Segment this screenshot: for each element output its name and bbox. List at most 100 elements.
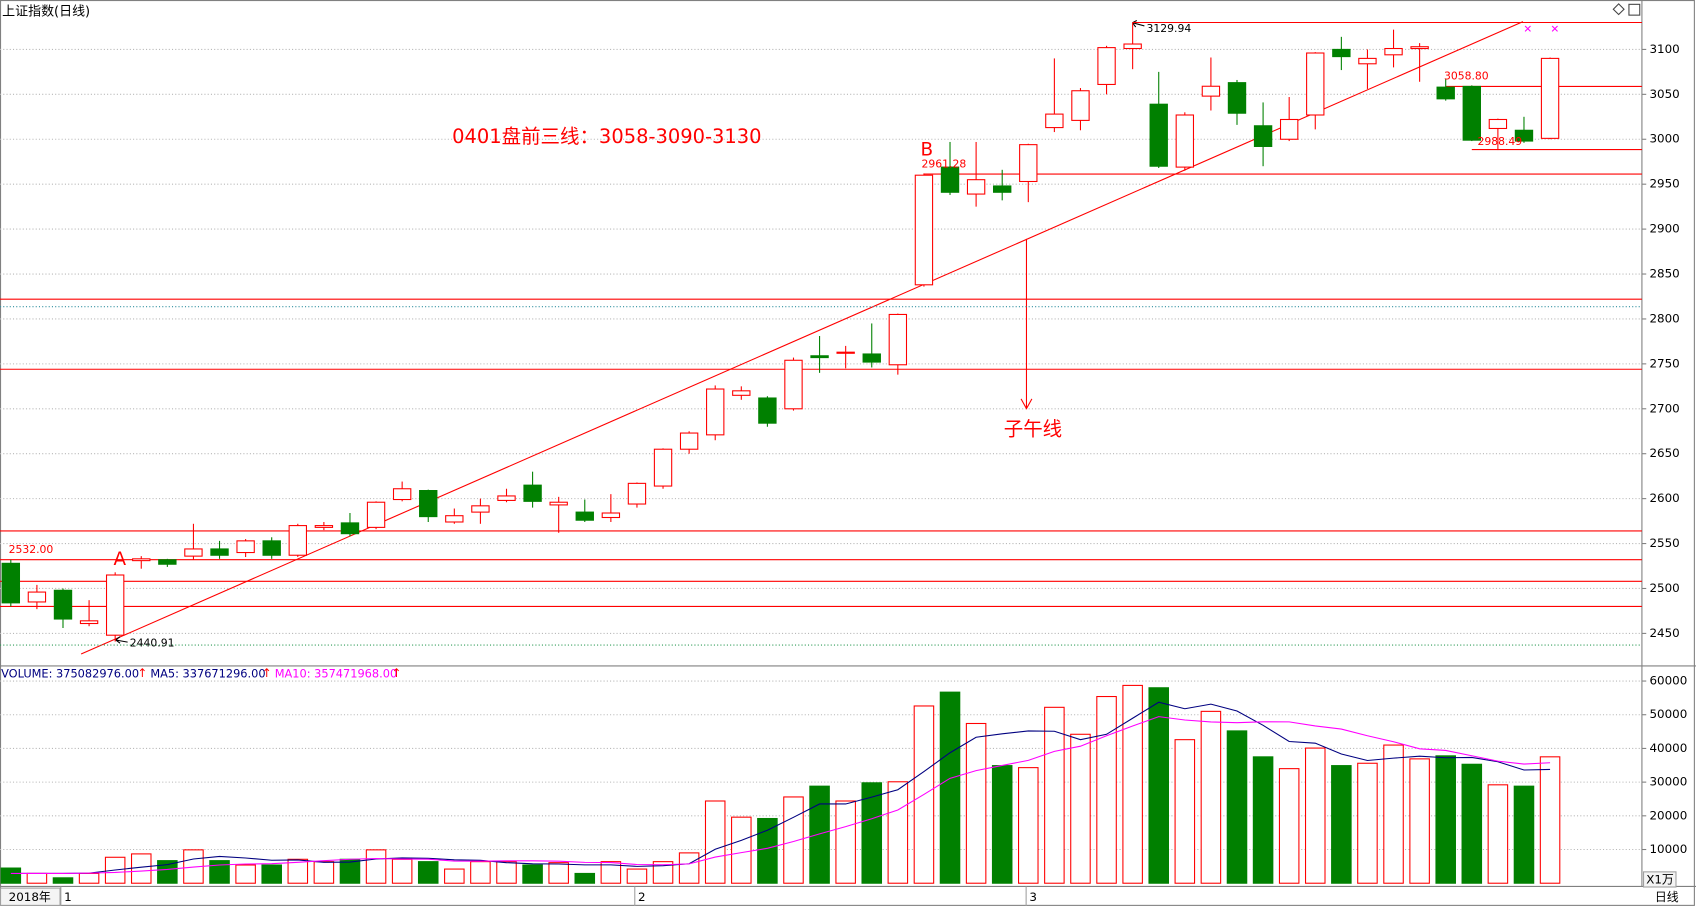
candle-body (79, 620, 99, 625)
candle-body (262, 540, 281, 556)
volume-bar (1461, 763, 1483, 884)
volume-bar (78, 872, 100, 884)
price-label: 3058.80 (1444, 70, 1489, 83)
y-tick-label: 2700 (1649, 401, 1679, 415)
y-tick-label: 50000 (1649, 707, 1687, 721)
volume-bar (1122, 684, 1143, 884)
y-tick-label: 40000 (1649, 741, 1687, 755)
candle-body (836, 351, 855, 354)
candle-body (419, 490, 438, 518)
candle-body (940, 166, 960, 193)
volume-bar (574, 872, 596, 884)
up-arrow: ↑ (137, 666, 147, 680)
text-layer: 上证指数(日线) 0401盘前三线：3058-3090-3130 A B 子午线… (0, 3, 1687, 906)
volume-bar (965, 722, 987, 884)
low-pointer (115, 636, 128, 644)
volume-bar (652, 861, 674, 884)
volume-bar (1539, 756, 1561, 884)
y-tick-label: 10000 (1649, 842, 1687, 856)
panel-icon[interactable] (1628, 3, 1641, 16)
candle-body (784, 359, 803, 410)
price-label: 2532.00 (9, 543, 54, 556)
candle-body (732, 390, 751, 396)
volume-bar (444, 868, 465, 884)
candle-body (1123, 43, 1142, 50)
volume-bar (209, 860, 230, 884)
y-tick-label: 2950 (1649, 177, 1679, 191)
candle-body (1332, 48, 1351, 58)
up-arrow: ↑ (392, 666, 402, 680)
candle-body (993, 185, 1012, 193)
candle-body (627, 482, 647, 505)
up-arrow: ↑ (262, 666, 272, 680)
annotation: A (114, 549, 127, 570)
x-tick-label: 3 (1029, 890, 1037, 904)
price-label: 2440.91 (130, 637, 175, 650)
candle-body (471, 505, 490, 513)
chart-title: 上证指数(日线) (2, 4, 90, 19)
volume-bar (809, 785, 830, 884)
candle-body (1175, 114, 1195, 168)
candle-body (1514, 129, 1534, 142)
volume-bar (0, 867, 22, 884)
candle-body (1384, 47, 1403, 56)
candle-body (1306, 52, 1325, 116)
volume-bar (261, 864, 282, 884)
candle-body (1462, 85, 1481, 141)
candle-body (392, 488, 412, 501)
y-tick-label: 20000 (1649, 808, 1687, 822)
candle-body (288, 525, 307, 556)
y-tick-label: 2450 (1649, 626, 1679, 640)
candle-body (497, 495, 516, 501)
x-tick-label: 1 (64, 890, 72, 904)
candle-body (1358, 57, 1377, 65)
volume-bar (1174, 739, 1196, 884)
volume-bar (887, 781, 909, 884)
candle-body (340, 522, 360, 535)
candle-body (601, 512, 621, 519)
volume-bar (470, 861, 491, 884)
y-tick-label: 3100 (1649, 42, 1679, 56)
diamond-icon[interactable] (1612, 3, 1625, 16)
y-tick-label: 2800 (1649, 311, 1679, 325)
candle-body (105, 574, 125, 636)
candle-body (1227, 82, 1247, 114)
y-tick-label: 2850 (1649, 267, 1679, 281)
volume-bar (1513, 785, 1535, 884)
unit-box (1643, 871, 1677, 888)
unit-label: X1万 (1646, 872, 1674, 886)
annotation: 子午线 (1004, 418, 1062, 441)
volume-bar (391, 858, 413, 884)
candle-body (549, 501, 568, 506)
volume-bar (1070, 733, 1091, 884)
volume-bar (1487, 784, 1509, 884)
volume-bar (991, 765, 1013, 884)
price-label: 2961.28 (922, 157, 967, 170)
candle-body (236, 540, 255, 554)
volume-bar (731, 816, 752, 884)
candle-body (706, 388, 725, 436)
candle-body (1540, 57, 1560, 139)
volume-bar (52, 877, 74, 884)
volume-bar (1357, 762, 1378, 884)
candle-body (53, 589, 73, 620)
volume-bar (861, 782, 883, 884)
volume-bar (757, 817, 778, 884)
ma-line (10, 716, 1551, 874)
candle-body (1436, 86, 1455, 100)
volume-bar (600, 861, 622, 884)
x-tick-label: 2 (638, 890, 646, 904)
volume-bar (1252, 756, 1274, 884)
volume-bar (1148, 687, 1170, 884)
volume-bar (1278, 768, 1300, 884)
candle-body (888, 313, 908, 366)
candle-body (758, 397, 777, 424)
volume-bar (365, 849, 387, 884)
candle-body (914, 174, 934, 286)
candle-body (1488, 118, 1508, 130)
candle-body (366, 501, 386, 528)
meridian-arrowhead (1020, 398, 1033, 410)
